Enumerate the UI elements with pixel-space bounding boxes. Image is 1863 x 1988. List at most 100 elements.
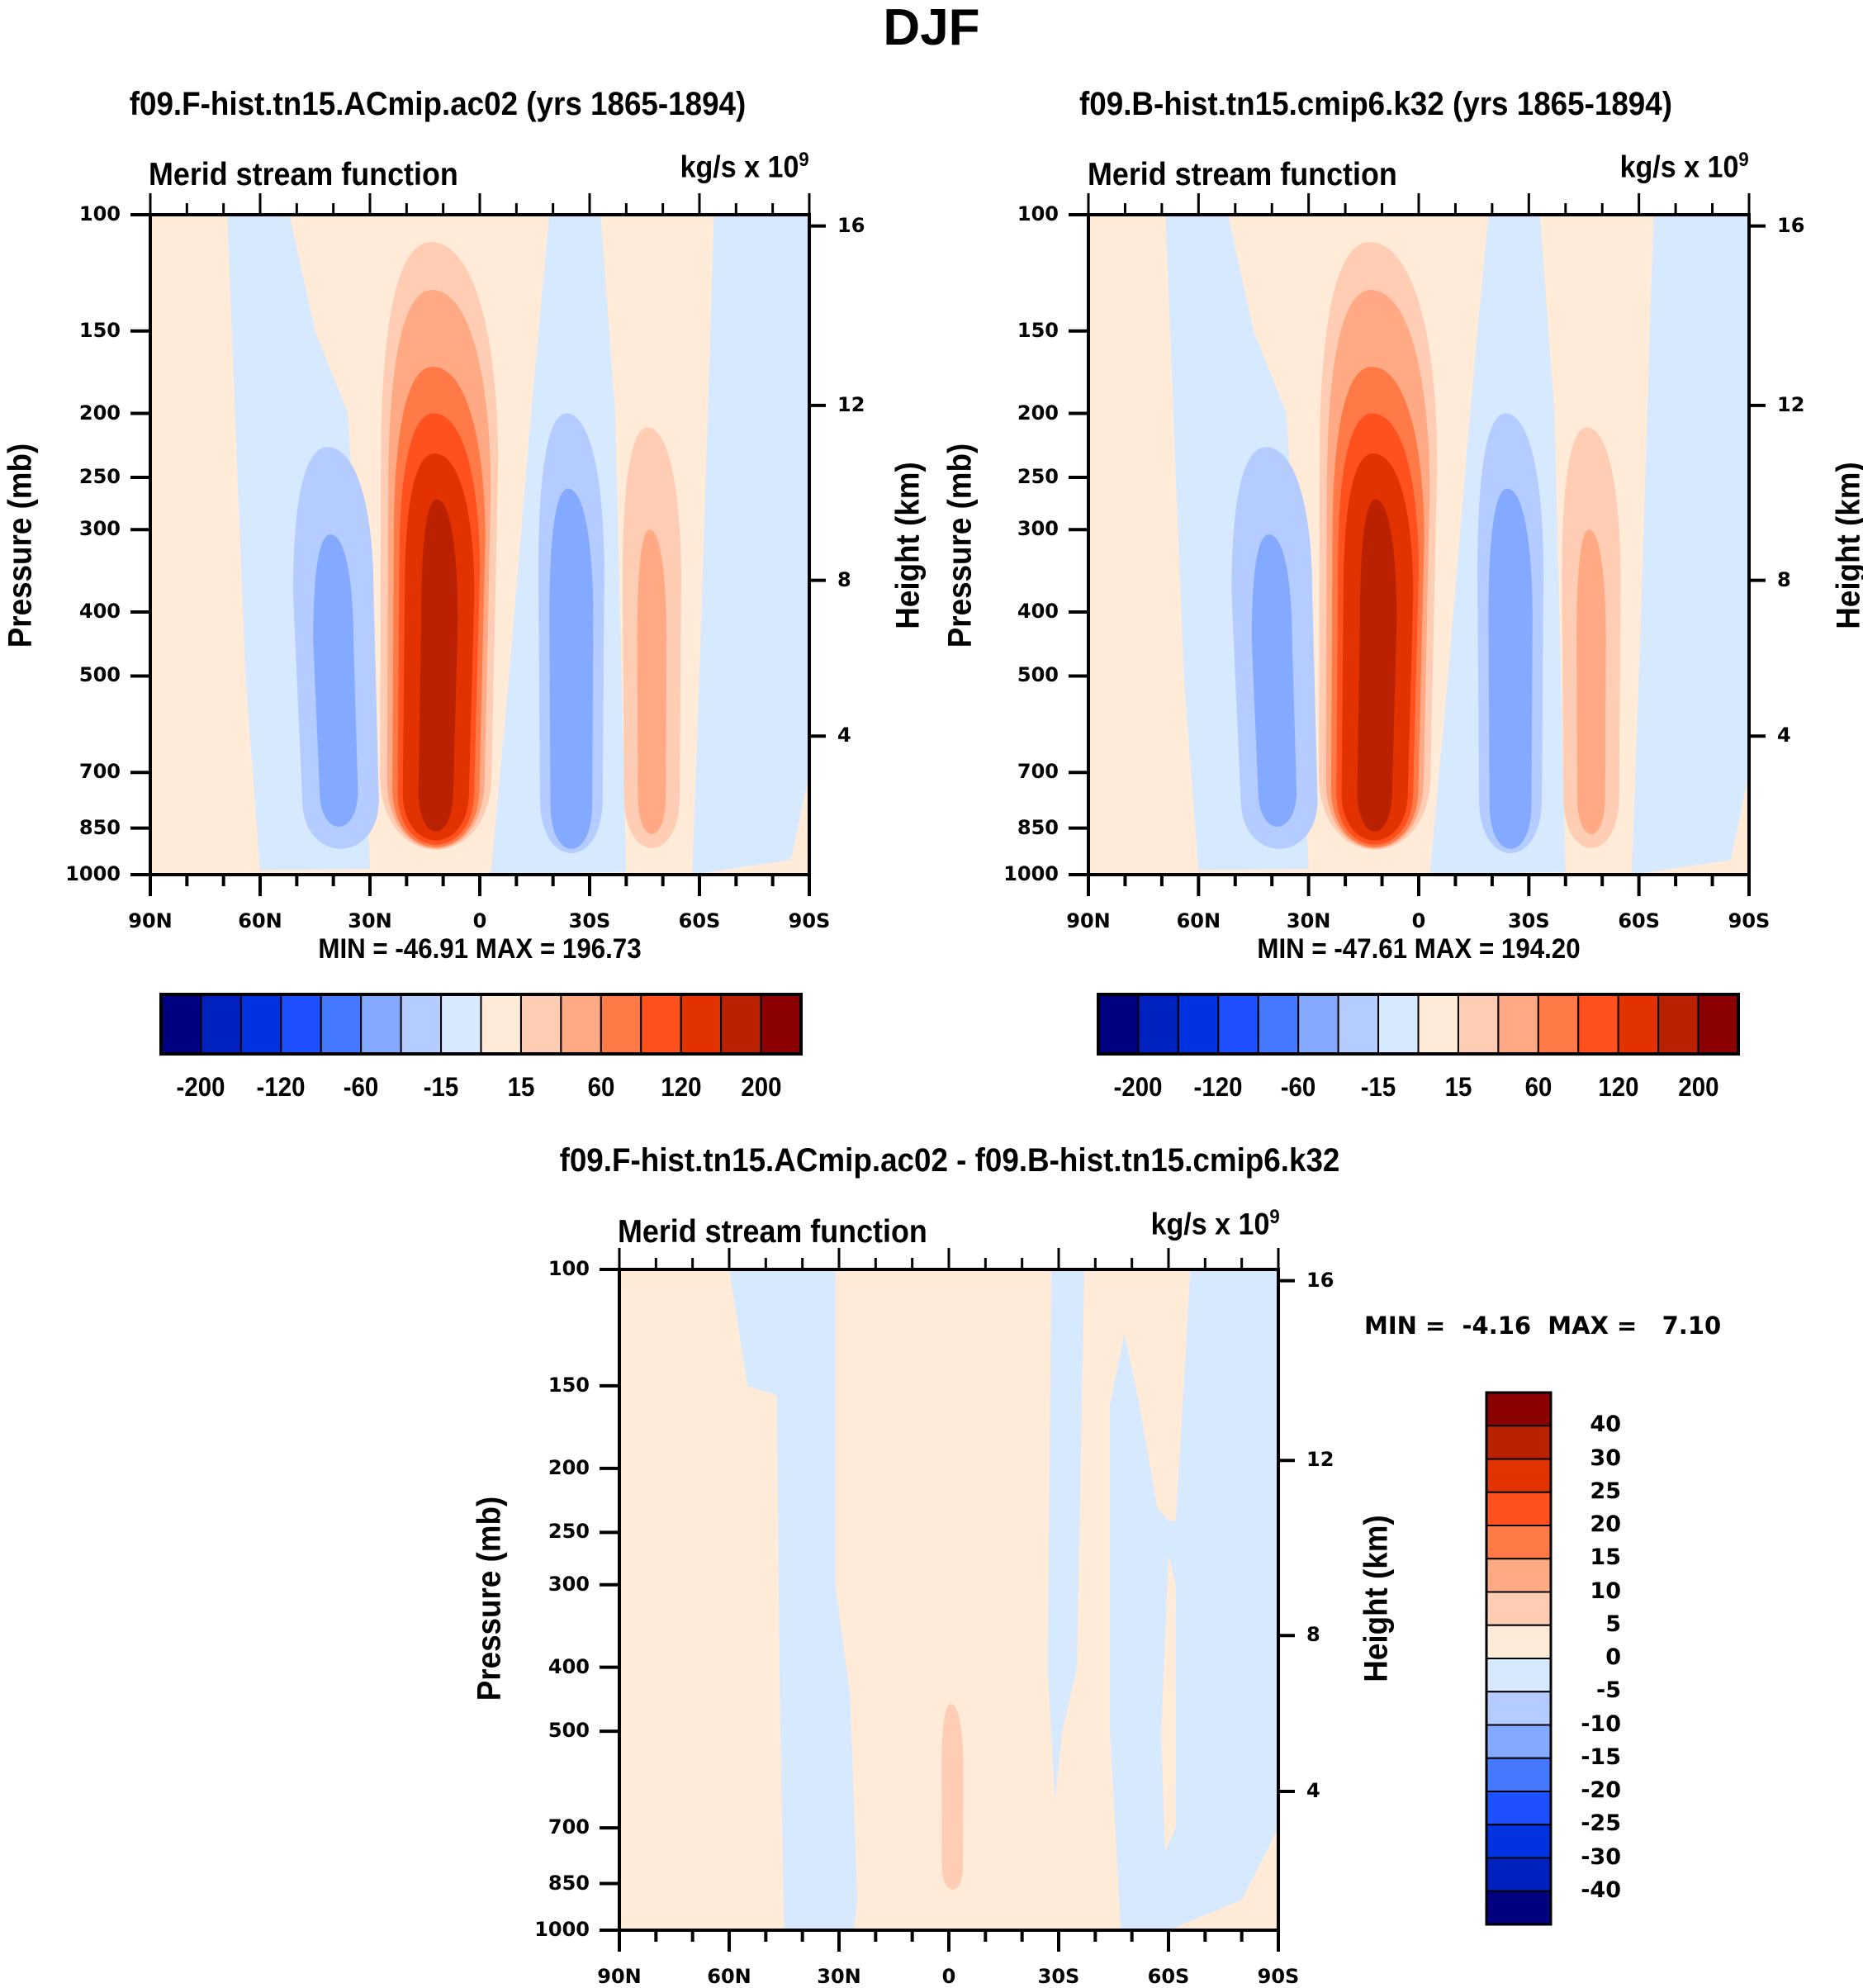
colorbar-label: 120 [1572,1072,1663,1103]
colorbar-box [1486,1725,1551,1758]
y-tick-label: 500 [491,1719,590,1742]
colorbar-box [281,994,320,1054]
colorbar-box [1486,1559,1551,1592]
colorbar-box [1138,994,1178,1054]
x-tick-label: 60S [1590,909,1689,932]
colorbar-label: 200 [715,1072,806,1103]
y-right-tick-label: 8 [1777,568,1791,591]
colorbar-label: 0 [1563,1644,1621,1670]
colorbar-box [561,994,600,1054]
colorbar-box [1339,994,1378,1054]
colorbar-label: -30 [1563,1844,1621,1870]
y-tick-label: 400 [491,1655,590,1678]
colorbar-label: -20 [1563,1777,1621,1803]
x-tick-label: 90S [1229,1965,1328,1988]
x-tick-label: 60N [211,909,310,932]
colorbar-box [1486,1658,1551,1691]
colorbar-box [1486,1459,1551,1492]
contour-fill-nh-hadley-5 [1358,500,1397,832]
y-tick-label: 700 [491,1815,590,1839]
x-tick-label: 30S [1009,1965,1108,1988]
contour-fill-sh-hadley-40 [549,489,593,849]
colorbar-box [1578,994,1618,1054]
colorbar-box [1486,1525,1551,1559]
colorbar-box [1486,1592,1551,1625]
y-right-tick-label: 8 [1306,1623,1320,1646]
contour-plot-diff [600,1248,1295,1952]
colorbar-label: 40 [1563,1412,1621,1437]
colorbar-box [721,994,761,1054]
y-tick-label: 200 [960,401,1059,425]
colorbar-label: -15 [1563,1744,1621,1770]
y-right-tick-label: 12 [1777,393,1804,416]
colorbar-box [1619,994,1658,1054]
y-tick-label: 700 [21,760,121,783]
y-tick-label: 850 [21,816,121,839]
x-tick-label: 30S [1479,909,1578,932]
y-tick-label: 500 [21,663,121,686]
contour-fill-equatorial-pos [941,1704,964,1889]
colorbar-box [241,994,281,1054]
y-tick-label: 100 [491,1257,590,1280]
colorbar-label: -200 [1093,1072,1183,1103]
y-tick-label: 1000 [21,862,121,885]
y-right-tick-label: 8 [837,568,851,591]
colorbar-label: 200 [1652,1072,1743,1103]
colorbar-box [361,994,401,1054]
x-tick-label: 60N [680,1965,779,1988]
y-right-tick-label: 4 [1306,1779,1320,1802]
y-right-tick-label: 12 [837,393,865,416]
colorbar-label: 10 [1563,1578,1621,1604]
colorbar-box [1298,994,1338,1054]
x-tick-label: 30S [540,909,639,932]
colorbar-ctrl [161,994,801,1054]
colorbar-label: 30 [1563,1445,1621,1471]
colorbar-box [641,994,680,1054]
colorbar-box [201,994,240,1054]
colorbar-box [1486,1891,1551,1924]
colorbar-box [601,994,641,1054]
y-right-tick-label: 16 [1777,214,1804,237]
y-tick-label: 1000 [491,1918,590,1941]
contour-plot-ctrl [130,193,826,896]
x-tick-label: 90S [1699,909,1799,932]
y-right-tick-label: 16 [837,214,865,237]
y-tick-label: 150 [960,319,1059,342]
colorbar-label: -60 [315,1072,406,1103]
y-tick-label: 300 [960,517,1059,540]
colorbar-box [1458,994,1498,1054]
x-tick-label: 30N [1259,909,1358,932]
colorbar-box [1486,1625,1551,1658]
x-tick-label: 0 [1369,909,1468,932]
colorbar-label: 15 [476,1072,566,1103]
colorbar-label: -5 [1563,1677,1621,1703]
colorbar-label: 60 [1493,1072,1584,1103]
colorbar-box [1419,994,1458,1054]
y-tick-label: 150 [491,1374,590,1397]
y-right-tick-label: 4 [1777,724,1791,747]
colorbar-label: -200 [155,1072,246,1103]
colorbar-box [1658,994,1698,1054]
y-tick-label: 100 [960,202,1059,225]
y-tick-label: 1000 [960,862,1059,885]
y-tick-label: 400 [21,600,121,623]
y-tick-label: 150 [21,319,121,342]
x-tick-label: 90S [760,909,859,932]
contour-fill-sh-ferrel-40 [638,529,666,834]
y-tick-label: 250 [491,1520,590,1543]
colorbar-box [401,994,441,1054]
colorbar-box [1538,994,1578,1054]
y-tick-label: 300 [491,1573,590,1596]
colorbar-box [1378,994,1418,1054]
colorbar-box [1218,994,1258,1054]
colorbar-label: -10 [1563,1711,1621,1737]
colorbar-box [1486,1858,1551,1891]
x-tick-label: 30N [789,1965,889,1988]
contour-fill-sh-ferrel-40 [1576,529,1606,834]
y-tick-label: 250 [960,465,1059,488]
y-right-tick-label: 12 [1306,1448,1334,1471]
colorbar-case [1098,994,1738,1054]
colorbar-label: 15 [1563,1544,1621,1570]
y-tick-label: 200 [21,401,121,425]
x-tick-label: 60S [650,909,749,932]
